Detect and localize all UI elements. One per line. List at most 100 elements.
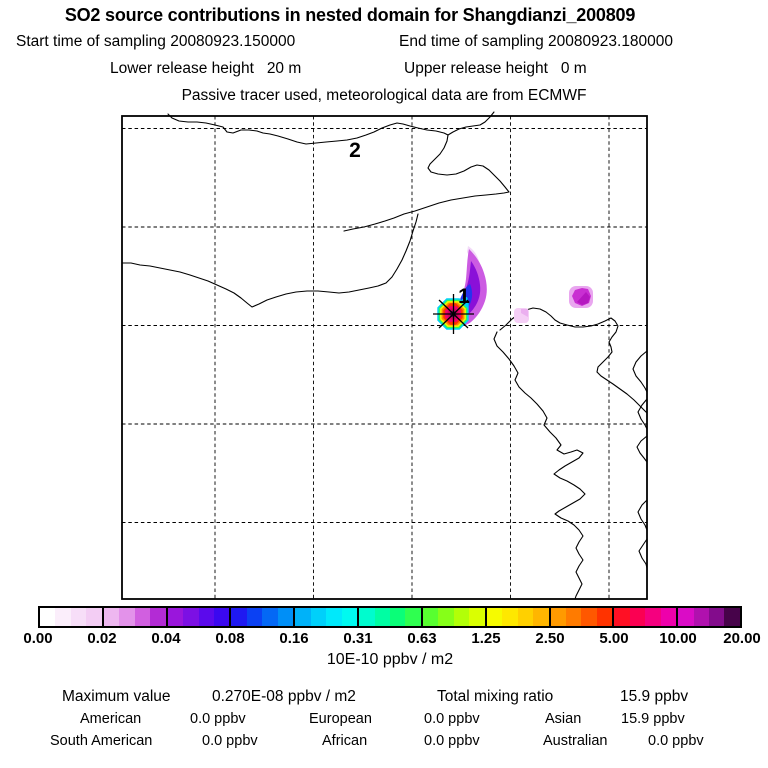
plume-patch-pale [514,308,529,323]
colorbar-cell [246,608,263,626]
max-value: 0.270E-08 ppbv / m2 [212,688,356,705]
region-american-value: 0.0 ppbv [190,711,246,727]
colorbar-cell [374,608,390,626]
colorbar-cell [678,608,694,626]
colorbar-ticks: 0.00 0.02 0.04 0.08 0.16 0.31 0.63 1.25 2.50 5.00… [23,630,760,648]
colorbar-cell [550,608,566,626]
region-south-american-label: South American [50,733,153,749]
colorbar-cell [693,608,710,626]
page-title: SO2 source contributions in nested domai… [64,5,636,25]
colorbar-tick-label: 1.25 [471,630,501,647]
colorbar-cell [198,608,214,626]
colorbar-segment [165,608,230,626]
colorbar-cell [183,608,199,626]
colorbar-cell [614,608,630,626]
region-european-value: 0.0 ppbv [424,711,480,727]
colorbar-segment [676,608,740,626]
colorbar-tick-label: 0.08 [215,630,245,647]
region-australian-value: 0.0 ppbv [648,733,704,749]
colorbar-cell [40,608,56,626]
mixing-ratio-label: Total mixing ratio [437,688,554,705]
upper-release-label: Upper release height 0 m [404,60,587,77]
colorbar-cell [438,608,454,626]
map-label-2: 2 [349,139,361,162]
region-asian-value: 15.9 ppbv [621,711,685,727]
region-african-label: African [322,733,368,749]
colorbar-cell [469,608,485,626]
colorbar-tick-label: 5.00 [599,630,629,647]
colorbar-cell [70,608,87,626]
colorbar-cell [724,608,740,626]
colorbar-tick-label: 10.00 [659,630,697,647]
receptor-star-marker [433,294,474,334]
colorbar-cell [405,608,421,626]
lower-release-label: Lower release height 20 m [110,60,302,77]
colorbar-segment [293,608,358,626]
colorbar-tick-label: 20.00 [723,630,761,647]
max-value-label: Maximum value [62,688,171,705]
colorbar-cell [119,608,135,626]
end-time-label: End time of sampling 20080923.180000 [399,33,674,50]
colorbar-segment [40,608,102,626]
region-american-label: American [80,711,142,727]
colorbar-tick-label: 0.04 [151,630,181,647]
coastline-bohai-bay [121,213,419,308]
region-south-american-value: 0.0 ppbv [202,733,258,749]
colorbar-cell [86,608,102,626]
colorbar-cell [389,608,406,626]
colorbar-cell [326,608,342,626]
colorbar-tick-label: 2.50 [535,630,565,647]
colorbar-cell [422,608,439,626]
coastline-liaodong-bay [343,134,510,232]
region-african-value: 0.0 ppbv [424,733,480,749]
colorbar-cell [150,608,166,626]
coastlines [121,111,648,600]
start-time-label: Start time of sampling 20080923.150000 [16,33,296,50]
colorbar-cell [486,608,503,626]
colorbar-cell [213,608,230,626]
colorbar-segment [229,608,294,626]
colorbar-cell [565,608,582,626]
colorbar [38,606,742,628]
graticule-grid [122,116,647,599]
plume-patch-magenta [569,286,593,308]
colorbar-segment [420,608,485,626]
tracer-note: Passive tracer used, meteorological data… [181,87,587,104]
map-label-1: 1 [458,285,470,308]
colorbar-tick-label: 0.31 [343,630,373,647]
colorbar-tick-label: 0.16 [279,630,309,647]
colorbar-cell [517,608,534,626]
colorbar-cell [359,608,375,626]
colorbar-cell [596,608,613,626]
colorbar-cell [310,608,327,626]
colorbar-cell [629,608,646,626]
colorbar-cell [533,608,549,626]
colorbar-cell [262,608,278,626]
colorbar-cell [167,608,184,626]
colorbar-unit-label: 10E-10 ppbv / m2 [326,651,454,668]
colorbar-segment [357,608,421,626]
region-asian-label: Asian [545,711,582,727]
colorbar-cell [341,608,358,626]
colorbar-cell [55,608,71,626]
colorbar-cell [581,608,597,626]
colorbar-segment [612,608,677,626]
map-frame [121,115,648,600]
colorbar-cell [277,608,294,626]
colorbar-segment [484,608,549,626]
region-european-label: European [309,711,372,727]
colorbar-segment [101,608,166,626]
coastline-shandong [499,307,648,414]
coastline-north-border [167,111,495,145]
colorbar-cell [134,608,151,626]
colorbar-cell [295,608,311,626]
colorbar-cell [645,608,661,626]
colorbar-cell [502,608,518,626]
coastline-east-coast [493,331,586,600]
colorbar-cell [453,608,470,626]
colorbar-tick-label: 0.63 [407,630,437,647]
colorbar-cell [660,608,677,626]
mixing-ratio-value: 15.9 ppbv [620,688,689,705]
